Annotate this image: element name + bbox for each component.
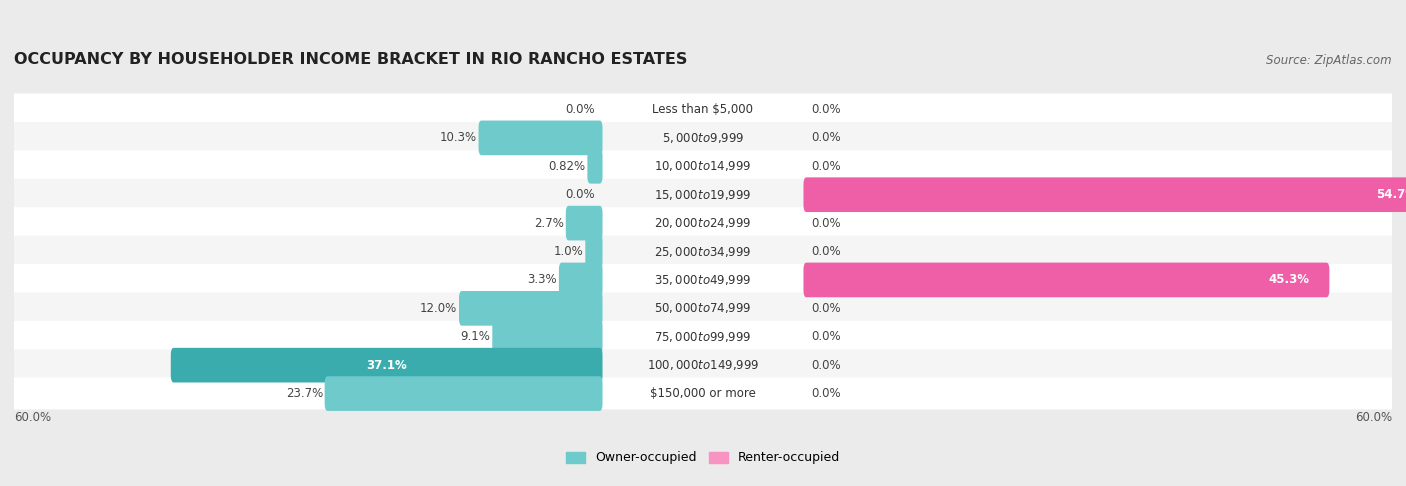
FancyBboxPatch shape [588,149,603,184]
Text: $15,000 to $19,999: $15,000 to $19,999 [654,188,752,202]
Legend: Owner-occupied, Renter-occupied: Owner-occupied, Renter-occupied [561,447,845,469]
Text: 3.3%: 3.3% [527,274,557,286]
Text: 0.0%: 0.0% [811,302,841,315]
Text: 60.0%: 60.0% [14,411,51,424]
Text: Less than $5,000: Less than $5,000 [652,103,754,116]
FancyBboxPatch shape [170,348,603,382]
FancyBboxPatch shape [8,93,1398,125]
Text: $5,000 to $9,999: $5,000 to $9,999 [662,131,744,145]
Text: 37.1%: 37.1% [367,359,406,372]
Text: 0.82%: 0.82% [548,160,586,173]
FancyBboxPatch shape [478,121,603,155]
Text: 0.0%: 0.0% [811,103,841,116]
Text: 0.0%: 0.0% [811,160,841,173]
FancyBboxPatch shape [565,206,603,241]
Text: 0.0%: 0.0% [811,245,841,258]
Text: 45.3%: 45.3% [1268,274,1309,286]
FancyBboxPatch shape [585,234,603,269]
Text: $35,000 to $49,999: $35,000 to $49,999 [654,273,752,287]
Text: 60.0%: 60.0% [1355,411,1392,424]
Text: $20,000 to $24,999: $20,000 to $24,999 [654,216,752,230]
Text: 10.3%: 10.3% [440,131,477,144]
Text: 9.1%: 9.1% [461,330,491,343]
FancyBboxPatch shape [560,262,603,297]
Text: $10,000 to $14,999: $10,000 to $14,999 [654,159,752,174]
FancyBboxPatch shape [8,236,1398,267]
FancyBboxPatch shape [458,291,603,326]
Text: 23.7%: 23.7% [285,387,323,400]
Text: $100,000 to $149,999: $100,000 to $149,999 [647,358,759,372]
FancyBboxPatch shape [492,319,603,354]
Text: $75,000 to $99,999: $75,000 to $99,999 [654,330,752,344]
Text: 0.0%: 0.0% [811,217,841,229]
Text: 12.0%: 12.0% [420,302,457,315]
FancyBboxPatch shape [8,378,1398,410]
Text: OCCUPANCY BY HOUSEHOLDER INCOME BRACKET IN RIO RANCHO ESTATES: OCCUPANCY BY HOUSEHOLDER INCOME BRACKET … [14,52,688,67]
Text: 0.0%: 0.0% [811,387,841,400]
FancyBboxPatch shape [8,349,1398,381]
FancyBboxPatch shape [803,177,1406,212]
FancyBboxPatch shape [8,321,1398,353]
Text: 0.0%: 0.0% [565,103,595,116]
Text: $50,000 to $74,999: $50,000 to $74,999 [654,301,752,315]
Text: 54.7%: 54.7% [1376,188,1406,201]
FancyBboxPatch shape [8,179,1398,210]
Text: $150,000 or more: $150,000 or more [650,387,756,400]
Text: 0.0%: 0.0% [565,188,595,201]
Text: 0.0%: 0.0% [811,131,841,144]
FancyBboxPatch shape [8,293,1398,324]
FancyBboxPatch shape [8,122,1398,154]
FancyBboxPatch shape [8,264,1398,296]
Text: Source: ZipAtlas.com: Source: ZipAtlas.com [1267,54,1392,67]
Text: 0.0%: 0.0% [811,359,841,372]
Text: 2.7%: 2.7% [534,217,564,229]
Text: 0.0%: 0.0% [811,330,841,343]
FancyBboxPatch shape [803,262,1329,297]
FancyBboxPatch shape [8,150,1398,182]
Text: 1.0%: 1.0% [554,245,583,258]
FancyBboxPatch shape [8,207,1398,239]
Text: $25,000 to $34,999: $25,000 to $34,999 [654,244,752,259]
FancyBboxPatch shape [325,376,603,411]
